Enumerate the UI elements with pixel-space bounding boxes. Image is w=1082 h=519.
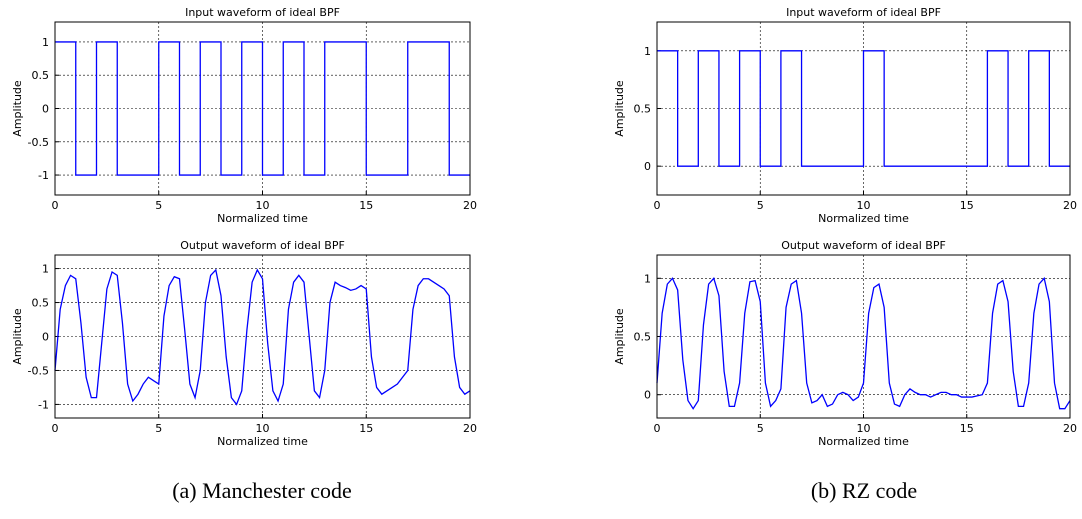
- x-tick-label: 10: [256, 199, 270, 212]
- chart-title: Input waveform of ideal BPF: [786, 6, 941, 19]
- x-tick-label: 20: [463, 199, 477, 212]
- y-axis-label: Amplitude: [613, 80, 626, 137]
- chart-title: Output waveform of ideal BPF: [781, 239, 946, 252]
- y-axis-label: Amplitude: [613, 308, 626, 365]
- y-tick-label: -0.5: [28, 136, 49, 149]
- y-tick-label: -1: [38, 169, 49, 182]
- x-tick-label: 5: [155, 199, 162, 212]
- chart-title: Output waveform of ideal BPF: [180, 239, 345, 252]
- x-tick-label: 15: [960, 422, 974, 435]
- chart-title: Input waveform of ideal BPF: [185, 6, 340, 19]
- caption: (a) Manchester code: [172, 478, 352, 503]
- x-tick-label: 20: [1063, 199, 1077, 212]
- x-tick-label: 10: [256, 422, 270, 435]
- x-tick-label: 15: [359, 199, 373, 212]
- y-tick-label: 0: [644, 160, 651, 173]
- y-tick-label: -0.5: [28, 364, 49, 377]
- x-axis-label: Normalized time: [818, 435, 909, 448]
- x-tick-label: 0: [654, 422, 661, 435]
- data-line: [656, 276, 1071, 410]
- x-tick-label: 0: [654, 199, 661, 212]
- axes-frame: [656, 254, 1071, 419]
- y-tick-label: 1: [42, 36, 49, 49]
- x-axis-label: Normalized time: [217, 435, 308, 448]
- y-tick-label: 0.5: [634, 331, 652, 344]
- x-tick-label: 0: [52, 199, 59, 212]
- y-tick-label: 1: [644, 272, 651, 285]
- x-tick-label: 5: [757, 199, 764, 212]
- y-tick-label: 0: [42, 331, 49, 344]
- x-tick-label: 20: [1063, 422, 1077, 435]
- data-line: [657, 50, 1070, 167]
- axes-frame: [54, 254, 471, 419]
- y-tick-label: 0.5: [32, 297, 50, 310]
- y-tick-label: 0.5: [634, 103, 652, 116]
- x-axis-label: Normalized time: [818, 212, 909, 225]
- x-tick-label: 15: [960, 199, 974, 212]
- y-tick-label: 1: [644, 45, 651, 58]
- x-tick-label: 15: [359, 422, 373, 435]
- y-axis-label: Amplitude: [11, 308, 24, 365]
- caption: (b) RZ code: [811, 478, 917, 503]
- data-line: [55, 41, 470, 176]
- x-tick-label: 20: [463, 422, 477, 435]
- x-tick-label: 10: [857, 199, 871, 212]
- y-tick-label: 0: [42, 103, 49, 116]
- data-line: [54, 268, 471, 406]
- x-tick-label: 5: [155, 422, 162, 435]
- axes-frame: [54, 21, 471, 196]
- x-tick-label: 0: [52, 422, 59, 435]
- y-tick-label: 0.5: [32, 69, 50, 82]
- axes-frame: [656, 21, 1071, 196]
- x-axis-label: Normalized time: [217, 212, 308, 225]
- y-axis-label: Amplitude: [11, 80, 24, 137]
- y-tick-label: 1: [42, 263, 49, 276]
- x-tick-label: 5: [757, 422, 764, 435]
- y-tick-label: -1: [38, 398, 49, 411]
- y-tick-label: 0: [644, 389, 651, 402]
- x-tick-label: 10: [857, 422, 871, 435]
